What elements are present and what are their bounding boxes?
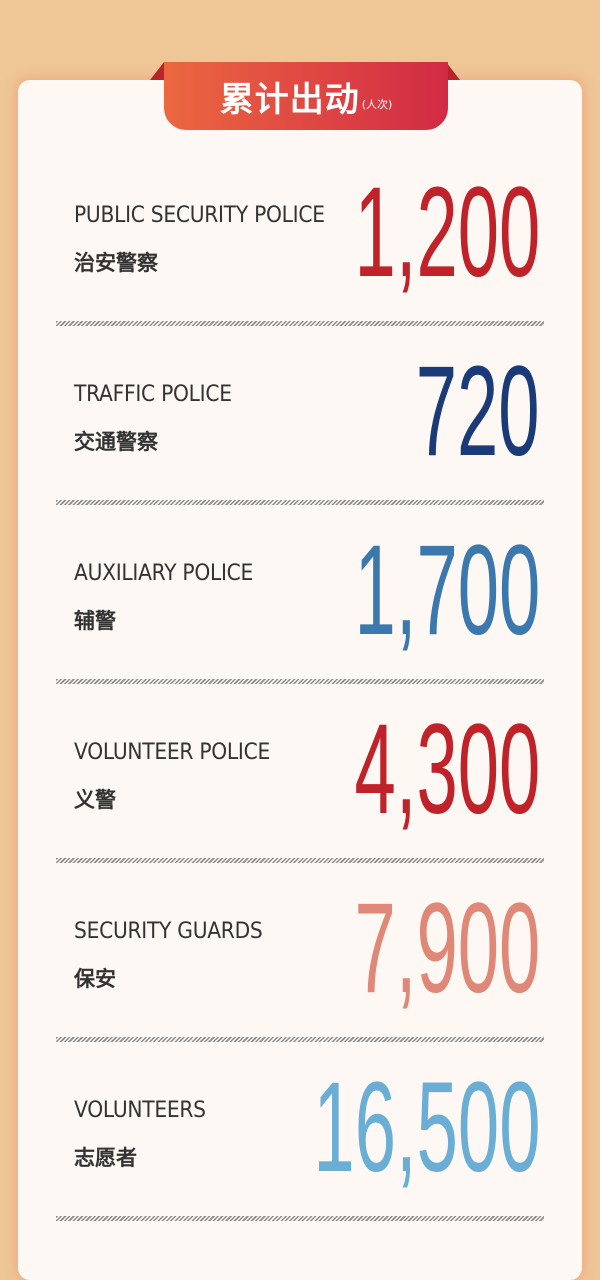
header-ribbon: 累计出动 (人次) <box>164 62 448 130</box>
category-english: VOLUNTEERS <box>74 1098 206 1123</box>
divider <box>56 858 544 863</box>
stat-row: PUBLIC SECURITY POLICE 治安警察 1,200 <box>0 169 600 364</box>
category-english: VOLUNTEER POLICE <box>74 740 270 765</box>
category-english: AUXILIARY POLICE <box>74 561 254 586</box>
category-english: SECURITY GUARDS <box>74 919 263 944</box>
stat-row: VOLUNTEER POLICE 义警 4,300 <box>0 706 600 901</box>
divider <box>56 1037 544 1042</box>
category-chinese: 保安 <box>74 967 116 991</box>
stat-row: TRAFFIC POLICE 交通警察 720 <box>0 348 600 543</box>
category-english: PUBLIC SECURITY POLICE <box>74 203 325 228</box>
stat-row: SECURITY GUARDS 保安 7,900 <box>0 885 600 1080</box>
ribbon-fold-left <box>150 62 164 80</box>
stat-value: 4,300 <box>354 698 540 841</box>
divider <box>56 321 544 326</box>
stat-row: VOLUNTEERS 志愿者 16,500 <box>0 1064 600 1259</box>
stat-row: AUXILIARY POLICE 辅警 1,700 <box>0 527 600 722</box>
category-chinese: 义警 <box>74 788 116 812</box>
divider <box>56 679 544 684</box>
category-chinese: 治安警察 <box>74 251 158 275</box>
category-chinese: 辅警 <box>74 609 116 633</box>
stat-value: 720 <box>416 340 540 483</box>
header-title: 累计出动 <box>219 79 360 120</box>
divider <box>56 500 544 505</box>
ribbon-fold-right <box>446 62 460 80</box>
stat-value: 1,700 <box>354 519 540 662</box>
category-chinese: 志愿者 <box>74 1146 137 1170</box>
category-chinese: 交通警察 <box>74 430 158 454</box>
stat-value: 16,500 <box>312 1056 540 1199</box>
stat-value: 7,900 <box>354 877 540 1020</box>
stat-value: 1,200 <box>354 161 540 304</box>
header-unit: (人次) <box>361 98 393 111</box>
divider <box>56 1216 544 1221</box>
category-english: TRAFFIC POLICE <box>74 382 232 407</box>
